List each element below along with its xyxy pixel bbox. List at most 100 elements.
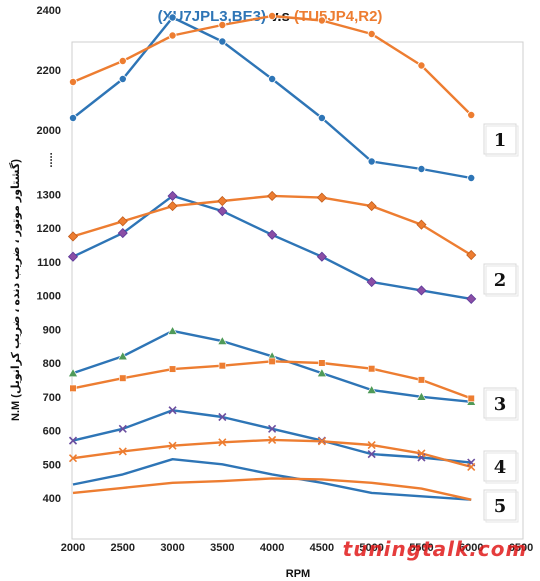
data-point [318,359,326,367]
data-point [67,251,79,262]
y-tick-label: 1200 [37,223,61,235]
y-axis-break: ..... [43,152,55,167]
data-point [467,462,476,472]
y-axis-title: N.M (گشتاور موتور ، ضریب دنده ، ضریب کرا… [9,159,22,421]
x-tick-label: 5500 [409,542,433,554]
data-point [417,164,426,173]
series-line [72,477,472,501]
series-line [72,360,472,400]
y-tick-label: 2200 [37,65,61,77]
x-axis-title: RPM [286,568,310,580]
data-point [366,276,377,288]
data-point [268,75,277,84]
data-point [466,293,477,304]
group-badge-label: 3 [494,394,507,415]
title-engine-2: (TU5JP4,R2) [294,8,382,25]
data-point [69,384,77,392]
y-tick-label: 400 [43,493,61,505]
data-point [316,251,327,262]
y-tick-label: 600 [43,426,61,438]
data-point [119,374,127,382]
data-point [67,231,79,242]
data-point [268,357,276,365]
data-point [417,449,426,458]
watermark-logo: tuningtalk.com [343,537,528,561]
plot-area [71,41,524,540]
data-point [68,454,78,463]
data-point [316,368,327,377]
data-point [168,13,177,22]
series-line [72,409,472,464]
data-point [118,447,127,456]
data-point [218,20,227,29]
data-point [467,111,476,120]
data-point [367,450,376,459]
x-tick-label: 4500 [310,542,334,554]
x-tick-label: 3000 [160,542,184,554]
data-point [367,440,376,450]
group-badge-label: 1 [494,130,507,151]
x-tick-label: 6500 [509,542,533,554]
data-point [168,31,177,40]
series-lines [72,14,473,501]
y-tick-label: 500 [43,459,61,471]
data-point [217,206,228,217]
series-line [72,458,472,501]
data-point [218,37,227,46]
data-point [417,376,426,384]
x-tick-label: 2000 [61,542,85,554]
data-point [467,173,476,182]
data-point [167,200,178,212]
data-point [117,227,128,239]
group-badge: 5 [483,489,519,523]
group-badge: 1 [483,123,519,157]
x-tick-label: 3500 [210,542,234,554]
x-tick-label: 6000 [459,542,483,554]
y-tick-labels: 400 500 600 700 800 900 1000 1100 1200 1300 2000 22… [37,5,61,505]
data-point [267,229,278,240]
series-line [72,438,472,469]
data-point [117,216,128,227]
series-line [72,194,472,301]
data-point [217,195,228,207]
data-point [168,406,177,415]
x-tick-labels: 2000 2500 3000 3500 4000 4500 5000 5500 6000 6500 [61,542,533,554]
y-tick-label: 1000 [37,291,61,303]
data-point [167,325,178,335]
y-tick-label: 800 [43,358,61,370]
data-point [268,435,277,445]
data-point [366,384,377,394]
data-point [466,249,477,261]
title-engine-1: (XU7JPL3,BE3) [158,8,266,25]
data-point [417,61,426,70]
data-point [218,412,227,422]
data-point [118,424,127,433]
group-badge: 4 [483,450,519,484]
data-point [268,11,277,20]
data-point [467,394,475,403]
data-point [218,438,227,447]
y-tick-label: 1100 [37,257,61,269]
y-tick-label: 1300 [37,189,61,201]
data-point [367,29,376,38]
data-point [316,192,327,203]
data-point [118,75,127,84]
data-point [317,16,326,25]
data-point [368,365,376,373]
series-line [72,329,472,403]
data-point [168,365,177,373]
data-point [218,362,226,370]
y-tick-label: 900 [43,324,61,336]
x-tick-label: 4000 [260,542,284,554]
y-tick-label: 2400 [37,5,61,17]
group-badge-label: 5 [494,496,507,517]
group-badges: 1 2 3 4 5 [483,123,519,523]
data-point [117,351,128,361]
y-tick-label: 700 [43,392,61,404]
group-badge: 2 [483,263,519,297]
group-badge-label: 4 [494,457,507,478]
series-markers [67,11,477,472]
data-point [267,190,278,202]
data-point [416,391,427,401]
data-point [268,424,277,433]
